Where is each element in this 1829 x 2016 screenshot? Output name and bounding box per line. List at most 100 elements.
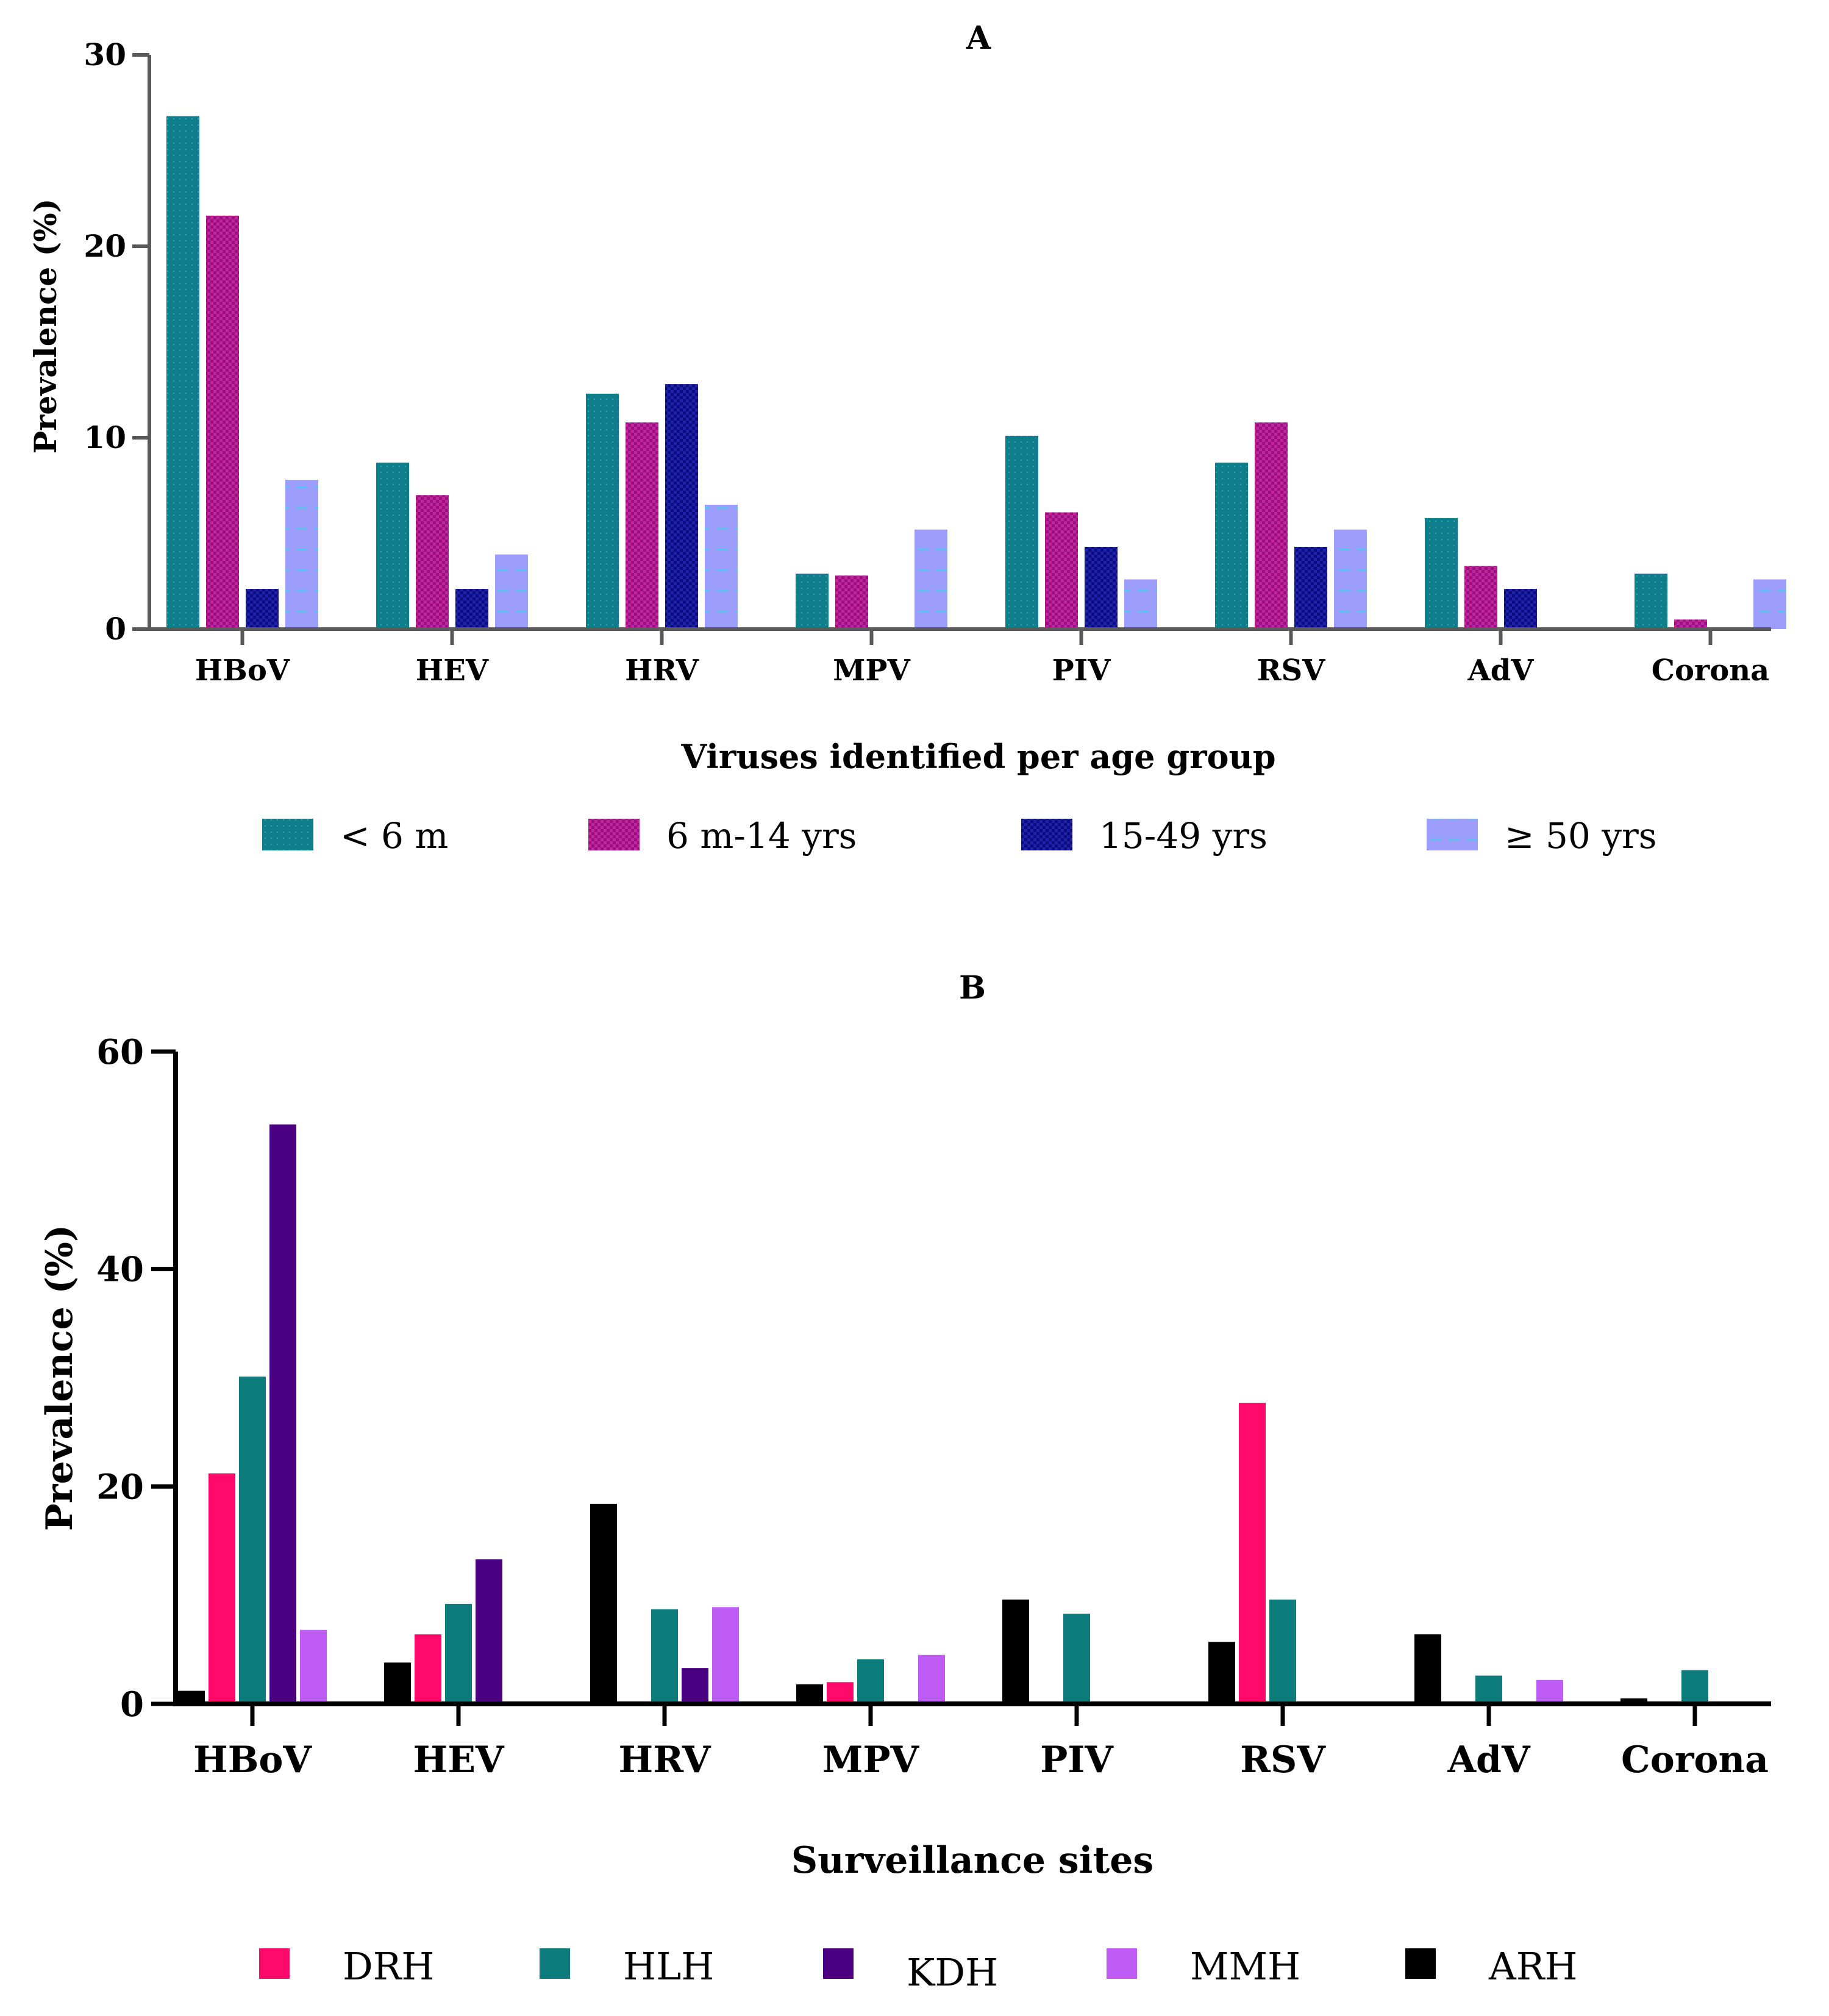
chart-a-bar-mpv-6-m — [796, 573, 829, 629]
chart-b-bar-hbov-hlh — [239, 1377, 266, 1704]
chart-b-legend-label-mmh: MMH — [1190, 1944, 1300, 1989]
chart-b-bar-rsv-drh — [1239, 1403, 1266, 1704]
chart-b-bar-hrv-arh — [590, 1503, 617, 1704]
chart-b-bar-hrv-mmh — [712, 1607, 739, 1704]
chart-a-bar-piv-15-49-yrs — [1085, 546, 1118, 629]
chart-b-x-tick-label-hbov: HBoV — [193, 1739, 312, 1781]
chart-b-bar-hev-kdh — [476, 1559, 502, 1704]
chart-b-x-tick-label-corona: Corona — [1621, 1739, 1769, 1781]
chart-a-y-tick-label: 10 — [84, 419, 126, 455]
chart-a-bar-hev-50-yrs — [495, 554, 528, 629]
chart-b-bar-mpv-hlh — [857, 1659, 884, 1704]
chart-b-y-axis-label: Prevalence (%) — [38, 1225, 81, 1531]
chart-a-bar-hbov-50-yrs — [285, 480, 318, 629]
chart-a-bar-hrv-6-m-14-yrs — [626, 422, 658, 629]
chart-a-y-tick-label: 30 — [84, 37, 126, 73]
chart-a-bar-rsv-50-yrs — [1334, 529, 1367, 629]
chart-a-bar-rsv-6-m — [1215, 462, 1248, 629]
chart-b-x-tick-label-adv: AdV — [1447, 1739, 1531, 1781]
chart-b-bar-piv-arh — [1002, 1599, 1029, 1704]
chart-a-legend-label-15-49-yrs: 15-49 yrs — [1099, 815, 1267, 857]
chart-b-bar-rsv-arh — [1208, 1642, 1235, 1704]
chart-b-bar-piv-hlh — [1063, 1613, 1090, 1704]
chart-b-bar-hbov-arh — [178, 1690, 205, 1704]
chart-a-bar-hev-15-49-yrs — [455, 589, 488, 629]
chart-a-bar-hev-6-m-14-yrs — [416, 495, 449, 629]
chart-a-legend-label-6-m-14-yrs: 6 m-14 yrs — [666, 815, 857, 857]
chart-b-bar-rsv-hlh — [1269, 1599, 1296, 1704]
chart-a-bar-piv-6-m — [1005, 435, 1038, 629]
chart-a-bar-corona-6-m-14-yrs — [1674, 619, 1707, 629]
chart-a-x-tick-label-rsv: RSV — [1257, 654, 1326, 688]
chart-b-bar-corona-hlh — [1681, 1670, 1708, 1704]
chart-b-bar-corona-arh — [1620, 1698, 1647, 1704]
chart-b-bar-mpv-drh — [827, 1682, 854, 1704]
chart-b-bar-hbov-mmh — [300, 1630, 327, 1704]
chart-b-legend-label-hlh: HLH — [623, 1944, 714, 1989]
chart-b-bar-adv-hlh — [1475, 1675, 1502, 1704]
chart-b-y-tick-label: 60 — [96, 1032, 144, 1072]
chart-a-bar-hbov-6-m-14-yrs — [206, 215, 239, 629]
chart-b-bar-hev-drh — [415, 1634, 441, 1704]
chart-a-bar-rsv-15-49-yrs — [1294, 546, 1327, 629]
chart-b-bar-adv-arh — [1414, 1634, 1441, 1704]
chart-b-x-tick-label-hrv: HRV — [619, 1739, 711, 1781]
chart-a-bar-mpv-6-m-14-yrs — [835, 575, 868, 629]
chart-b-legend-swatch-drh — [259, 1948, 290, 1979]
chart-b-bar-hev-arh — [384, 1662, 411, 1704]
chart-a-x-tick-label-piv: PIV — [1052, 654, 1111, 688]
chart-b-y-tick-label: 0 — [120, 1684, 144, 1725]
chart-a-bar-piv-6-m-14-yrs — [1045, 512, 1078, 629]
chart-a-x-tick-label-mpv: MPV — [833, 654, 910, 688]
chart-a-legend-swatch-6-m — [262, 819, 313, 850]
chart-a-x-tick-label-corona: Corona — [1652, 654, 1770, 688]
chart-a-bar-hrv-50-yrs — [705, 504, 738, 629]
chart-b-legend-label-kdh: KDH — [907, 1950, 998, 1995]
chart-a-x-tick-label-hrv: HRV — [625, 654, 699, 688]
chart-b-x-tick-label-mpv: MPV — [822, 1739, 920, 1781]
chart-a-y-tick-label: 20 — [84, 228, 126, 264]
chart-b-bar-mpv-mmh — [918, 1654, 945, 1704]
chart-a-bar-hrv-15-49-yrs — [665, 384, 698, 629]
chart-a-bar-rsv-6-m-14-yrs — [1255, 422, 1288, 629]
chart-b-legend-swatch-arh — [1405, 1948, 1436, 1979]
chart-a: A Prevalence (%) Viruses identified per … — [27, 20, 1786, 857]
chart-b-bar-mpv-arh — [796, 1684, 823, 1704]
chart-b-legend-swatch-kdh — [823, 1948, 854, 1979]
chart-a-legend-swatch-15-49-yrs — [1021, 819, 1072, 850]
chart-b-bar-hbov-kdh — [269, 1124, 296, 1704]
chart-a-bar-mpv-50-yrs — [914, 529, 947, 629]
chart-b-x-tick-label-piv: PIV — [1040, 1739, 1114, 1781]
chart-b-bar-hrv-kdh — [682, 1668, 708, 1704]
chart-b-legend-label-drh: DRH — [343, 1944, 434, 1989]
chart-a-x-tick-label-hev: HEV — [416, 654, 489, 688]
chart-b-y-tick-label: 20 — [96, 1467, 144, 1507]
chart-a-bar-hbov-15-49-yrs — [246, 589, 279, 629]
chart-a-legend-label-6-m: < 6 m — [340, 815, 448, 857]
chart-a-bar-adv-6-m — [1425, 518, 1458, 629]
chart-a-legend-swatch-6-m-14-yrs — [588, 819, 640, 850]
chart-b-bar-adv-mmh — [1536, 1679, 1563, 1704]
chart-a-bar-piv-50-yrs — [1124, 579, 1157, 629]
chart-a-bar-hev-6-m — [376, 462, 409, 629]
chart-b-x-tick-label-rsv: RSV — [1240, 1739, 1326, 1781]
chart-a-y-tick-label: 0 — [105, 611, 126, 647]
chart-a-bar-adv-6-m-14-yrs — [1464, 566, 1497, 629]
chart-a-x-tick-label-adv: AdV — [1467, 654, 1534, 688]
chart-b: B Prevalence (%) Surveillance sites 0 20 4… — [38, 969, 1771, 1995]
chart-a-legend-label-50-yrs: ≥ 50 yrs — [1505, 815, 1657, 857]
chart-b-legend-swatch-hlh — [540, 1948, 570, 1979]
chart-b-bar-hrv-hlh — [651, 1609, 678, 1704]
chart-a-title: A — [966, 20, 991, 57]
chart-a-bar-adv-15-49-yrs — [1504, 589, 1537, 629]
chart-a-legend-swatch-50-yrs — [1427, 819, 1478, 850]
chart-b-x-tick-label-hev: HEV — [413, 1739, 505, 1781]
chart-b-y-tick-label: 40 — [96, 1250, 144, 1290]
chart-b-x-axis-label: Surveillance sites — [791, 1839, 1153, 1882]
chart-b-legend-swatch-mmh — [1107, 1948, 1137, 1979]
chart-a-bar-corona-6-m — [1635, 573, 1667, 629]
chart-a-bar-hrv-6-m — [586, 393, 619, 629]
chart-b-bar-hev-hlh — [445, 1603, 472, 1704]
